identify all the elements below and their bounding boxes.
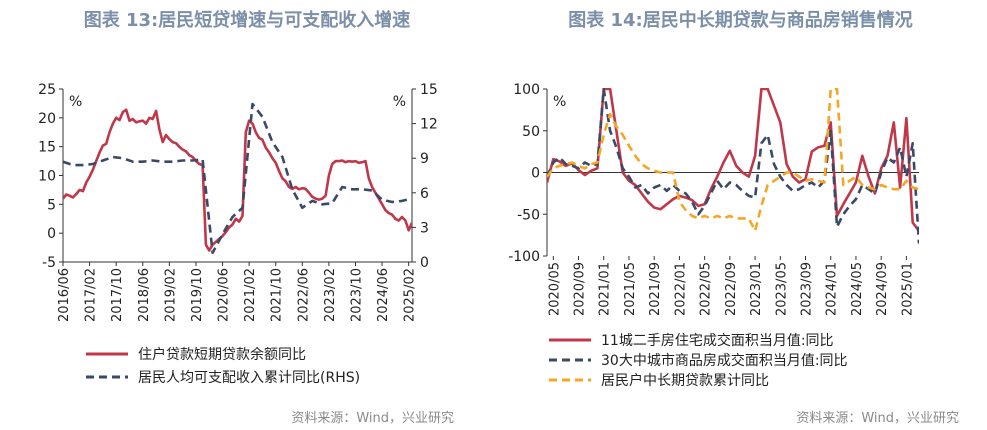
series-line-1 — [63, 102, 412, 255]
x-tick-label: 2018/06 — [137, 268, 152, 322]
x-tick-label: 2022/06 — [296, 268, 311, 322]
chart-left-svg: -5 0 5 10 15 20 25% 0 3 6 9 12 15% 2016/06 2017/02 2017… — [38, 82, 438, 386]
y-left-tick-label: 0 — [47, 226, 56, 242]
y-left-tick-label: 50 — [522, 124, 540, 140]
series-group — [547, 88, 919, 244]
x-tick-label: 2022/09 — [724, 262, 739, 316]
y-left-tick-label: 15 — [38, 140, 56, 156]
x-tick-label: 2017/10 — [110, 268, 125, 322]
x-tick-label: 2024/09 — [875, 262, 890, 316]
series-group — [63, 102, 412, 255]
legend-label-1: 30大中城市商品房成交面积当月值:同比 — [601, 352, 848, 369]
chart-panel-right: 图表 14:居民中长期贷款与商品房销售情况 -100 -50 0 50 100% 2020… — [494, 0, 987, 430]
x-tick-label: 2021/02 — [243, 268, 258, 322]
chart-title-right: 图表 14:居民中长期贷款与商品房销售情况 — [568, 10, 913, 31]
x-tick-label: 2024/01 — [825, 262, 840, 316]
x-tick-label: 2023/09 — [800, 262, 815, 316]
y-left-tick-label: -50 — [517, 207, 540, 223]
y-right-tick-label: 3 — [420, 220, 429, 236]
chart-panel-left: 图表 13:居民短贷增速与可支配收入增速 -5 0 5 10 15 20 25% 0 3 6 9 12… — [38, 10, 454, 426]
legend-label-0: 住户贷款短期贷款余额同比 — [138, 346, 306, 363]
x-tick-label: 2020/09 — [573, 262, 588, 316]
x-tick-label: 2019/02 — [163, 268, 178, 322]
series-line-2 — [547, 88, 919, 233]
x-tick-label: 2022/01 — [673, 262, 688, 316]
legend-label-0: 11城二手房住宅成交面积当月值:同比 — [601, 332, 834, 349]
x-tick-label: 2021/10 — [270, 268, 285, 322]
y-right-tick-label: 9 — [420, 151, 429, 167]
x-tick-label: 2023/01 — [749, 262, 764, 316]
x-tick-label: 2017/02 — [84, 268, 99, 322]
x-tick-label: 2019/10 — [190, 268, 205, 322]
legend-label-1: 居民人均可支配收入累计同比(RHS) — [138, 370, 360, 386]
y-left-unit: % — [69, 94, 82, 110]
legend-label-2: 居民户中长期贷款累计同比 — [601, 372, 769, 389]
x-tick-label: 2023/10 — [349, 268, 364, 322]
x-tick-label: 2025/01 — [900, 262, 915, 316]
x-tick-label: 2023/02 — [323, 268, 338, 322]
y-left-tick-label: -100 — [508, 249, 540, 265]
x-tick-label: 2016/06 — [57, 268, 72, 322]
y-left-tick-label: -5 — [42, 255, 56, 271]
y-right-tick-label: 6 — [420, 186, 429, 202]
x-tick-label: 2021/01 — [598, 262, 613, 316]
x-tick-label: 2024/05 — [850, 262, 865, 316]
x-tick-label: 2025/02 — [403, 268, 418, 322]
chart-title-left: 图表 13:居民短贷增速与可支配收入增速 — [83, 10, 411, 31]
x-tick-label: 2023/05 — [774, 262, 789, 316]
y-left-tick-label: 10 — [38, 169, 56, 185]
x-tick-label: 2024/06 — [376, 268, 391, 322]
series-line-0 — [63, 108, 412, 252]
x-tick-label: 2021/09 — [648, 262, 663, 316]
series-line-0 — [547, 88, 919, 232]
y-left-tick-label: 25 — [38, 82, 56, 98]
y-right-tick-label: 0 — [420, 255, 429, 271]
source-note-right: 资料来源：Wind，兴业研究 — [796, 411, 959, 426]
source-note-left: 资料来源：Wind，兴业研究 — [291, 411, 454, 426]
y-left-tick-label: 100 — [513, 82, 540, 98]
y-right-unit: % — [393, 94, 406, 110]
y-left-unit: % — [553, 94, 566, 110]
chart-right-svg: -100 -50 0 50 100% 2020/05 2020/09 2021/01 2021/… — [508, 82, 919, 389]
x-tick-label: 2022/05 — [699, 262, 714, 316]
x-tick-label: 2021/05 — [623, 262, 638, 316]
y-left-tick-label: 5 — [47, 197, 56, 213]
series-line-1 — [547, 88, 919, 244]
y-right-tick-label: 15 — [420, 82, 438, 98]
x-tick-label: 2020/06 — [217, 268, 232, 322]
x-tick-label: 2020/05 — [547, 262, 562, 316]
y-right-tick-label: 12 — [420, 117, 438, 133]
y-left-tick-label: 20 — [38, 111, 56, 127]
y-left-tick-label: 0 — [531, 166, 540, 182]
